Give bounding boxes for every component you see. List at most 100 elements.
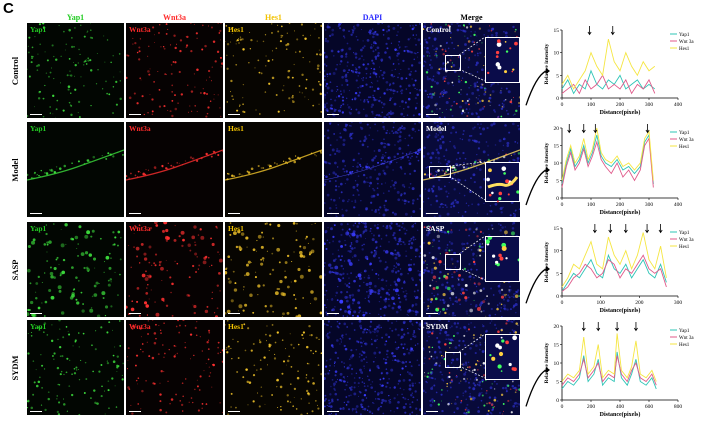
series-line-hes1	[561, 38, 656, 90]
scale-bar	[228, 312, 240, 314]
scale-bar	[129, 212, 141, 214]
intensity-chart-2: 0 100 200 300 400 0 5 10 15 20 Distance(pixels) Rel…	[525, 124, 694, 216]
row-label-sydm: SYDM	[10, 354, 20, 381]
peak-arrow	[592, 224, 597, 234]
image-tile-sydm-yap1: Yap1	[27, 320, 124, 415]
image-tile-control-wnt3a: Wnt3a	[126, 23, 223, 118]
tile-label: Hes1	[228, 25, 244, 34]
peak-arrow	[593, 124, 598, 134]
peak-arrow	[645, 224, 650, 234]
x-axis-label: Distance(pixels)	[600, 307, 641, 314]
link-arrow	[525, 369, 547, 407]
peak-arrow	[658, 224, 663, 234]
link-arrowhead	[546, 167, 550, 173]
series-line-wnt-3a	[561, 74, 656, 95]
y-tick-label: 5	[556, 271, 559, 277]
series-line-wnt-3a	[561, 254, 667, 292]
x-tick-label: 200	[616, 202, 625, 208]
y-tick-label: 10	[554, 249, 560, 255]
series-line-wnt-3a	[561, 355, 657, 386]
y-tick-label: 20	[554, 126, 560, 132]
image-tile-control-merge: Control	[423, 23, 520, 118]
legend-label: Yap1	[679, 131, 690, 136]
x-tick-label: 0	[561, 102, 564, 108]
chart-axes	[561, 326, 678, 401]
row-label-control: Control	[10, 56, 20, 85]
zoom-region-box	[445, 55, 461, 71]
intensity-chart-1: 0 100 200 300 400 0 5 10 15 Distance(pixels) Relat…	[525, 26, 694, 116]
scale-bar	[30, 113, 42, 115]
x-tick-label: 300	[645, 202, 654, 208]
legend-label: Yap1	[679, 33, 690, 38]
row-label-sasp: SASP	[10, 259, 20, 280]
intensity-chart-4: 0 200 400 600 800 0 5 10 15 20 Distance(pixels) Rel…	[525, 322, 694, 418]
y-tick-label: 0	[556, 294, 559, 300]
x-tick-label: 100	[587, 202, 596, 208]
panel-letter: C	[3, 0, 14, 17]
series-line-yap1	[561, 133, 654, 185]
zoom-region-box	[445, 352, 461, 368]
peak-arrow	[623, 224, 628, 234]
image-tile-control-dapi	[324, 23, 421, 118]
scale-bar	[327, 312, 339, 314]
tile-label: Wnt3a	[129, 224, 151, 233]
image-tile-model-yap1: Yap1	[27, 122, 124, 217]
x-tick-label: 800	[674, 404, 683, 410]
x-tick-label: 400	[616, 404, 625, 410]
zoom-inset	[485, 235, 520, 282]
peak-arrow	[634, 322, 638, 332]
series-line-hes1	[561, 333, 657, 382]
merge-tile-label: SASP	[426, 224, 445, 233]
column-header-yap1: Yap1	[66, 13, 85, 22]
scale-bar	[30, 212, 42, 214]
y-tick-label: 0	[556, 96, 559, 102]
x-tick-label: 300	[645, 102, 654, 108]
intensity-chart-3: 0 100 200 300 0 5 10 15 Distance(pixels) Relative…	[525, 224, 694, 314]
series-line-wnt-3a	[561, 137, 654, 188]
scale-bar	[129, 312, 141, 314]
row-label-model: Model	[10, 157, 20, 182]
y-tick-label: 10	[554, 51, 560, 57]
image-tile-model-dapi	[324, 122, 421, 217]
link-arrowhead	[546, 367, 550, 373]
scale-bar	[426, 212, 438, 214]
zoom-inset	[485, 37, 520, 83]
x-tick-label: 0	[561, 404, 564, 410]
scale-bar	[30, 410, 42, 412]
merge-tile-label: Control	[426, 25, 451, 34]
scale-bar	[228, 410, 240, 412]
tile-label: Yap1	[30, 25, 47, 34]
x-tick-label: 400	[674, 202, 683, 208]
scale-bar	[30, 312, 42, 314]
scale-bar	[327, 113, 339, 115]
link-arrowhead	[546, 68, 550, 74]
merge-tile-label: SYDM	[426, 322, 449, 331]
column-header-hes1: Hes1	[265, 13, 282, 22]
y-tick-label: 15	[554, 144, 560, 150]
x-tick-label: 0	[561, 300, 564, 306]
tile-label: Wnt3a	[129, 322, 151, 331]
image-tile-control-hes1: Hes1	[225, 23, 322, 118]
merge-tile-label: Model	[426, 124, 447, 133]
legend-label: Hes1	[679, 47, 690, 52]
peak-arrow	[581, 124, 586, 134]
tile-label: Wnt3a	[129, 25, 151, 34]
series-line-yap1	[561, 351, 657, 390]
peak-arrow	[608, 224, 613, 234]
y-tick-label: 0	[556, 398, 559, 404]
image-tile-model-hes1: Hes1	[225, 122, 322, 217]
image-tile-sydm-dapi	[324, 320, 421, 415]
link-arrow	[525, 169, 547, 206]
x-tick-label: 100	[587, 102, 596, 108]
chart-axes	[561, 228, 678, 297]
y-tick-label: 5	[556, 380, 559, 386]
peak-arrow	[615, 322, 620, 332]
tile-label: Yap1	[30, 124, 47, 133]
y-axis-label: Relative intensity	[544, 43, 550, 84]
x-axis-label: Distance(pixels)	[600, 209, 641, 216]
column-header-merge: Merge	[460, 13, 483, 22]
scale-bar	[426, 113, 438, 115]
scale-bar	[426, 312, 438, 314]
peak-arrow	[645, 124, 650, 134]
link-arrowhead	[546, 266, 550, 272]
